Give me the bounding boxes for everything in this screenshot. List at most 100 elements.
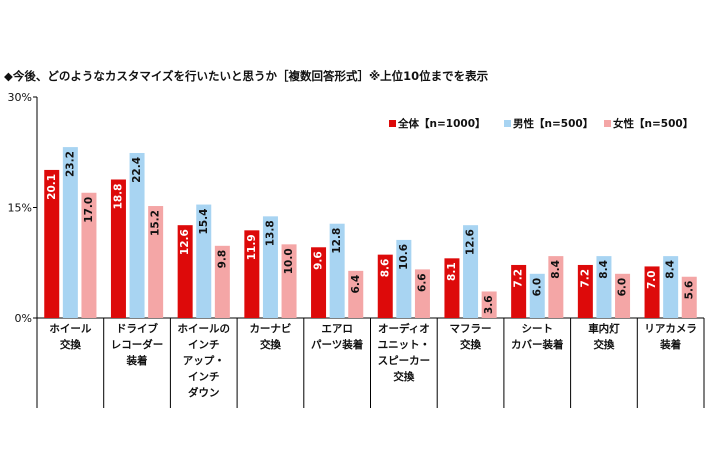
legend-label: 男性【n=500】 bbox=[513, 117, 593, 130]
category-label: 車内灯 bbox=[588, 322, 620, 335]
bar-value-label: 7.2 bbox=[513, 269, 525, 288]
bar bbox=[148, 206, 164, 318]
category-label: カバー装着 bbox=[511, 338, 564, 351]
bar-value-label: 3.6 bbox=[483, 295, 495, 314]
legend-swatch bbox=[389, 120, 396, 127]
y-tick-label: 15% bbox=[8, 202, 32, 215]
legend: 全体【n=1000】 男性【n=500】 女性【n=500】 bbox=[389, 117, 693, 130]
bar-value-label: 20.1 bbox=[46, 174, 58, 200]
y-tick-label: 30% bbox=[8, 91, 32, 104]
bar bbox=[262, 216, 278, 318]
y-tick-label: 0% bbox=[15, 312, 32, 325]
bar bbox=[196, 204, 212, 318]
chart-title: ◆今後、どのようなカスタマイズを行いたいと思うか［複数回答形式］※上位10位まで… bbox=[4, 69, 489, 83]
bar bbox=[81, 192, 97, 318]
category-label: ドライブ bbox=[116, 322, 158, 335]
bar-value-label: 6.0 bbox=[617, 278, 629, 297]
bar bbox=[511, 264, 527, 318]
bar bbox=[481, 291, 497, 318]
bar bbox=[129, 152, 145, 318]
bar bbox=[110, 179, 126, 318]
category-label: シート bbox=[522, 323, 554, 335]
bar-value-label: 12.6 bbox=[179, 229, 191, 255]
bar bbox=[681, 276, 697, 318]
category-label: レコーダー bbox=[111, 338, 164, 351]
bar-value-label: 8.4 bbox=[550, 260, 562, 279]
bar-value-label: 18.8 bbox=[112, 184, 124, 210]
bar bbox=[414, 269, 430, 318]
bar-value-label: 6.0 bbox=[531, 278, 543, 297]
category-label: アップ・ bbox=[183, 354, 225, 367]
category-label: ホイール bbox=[49, 323, 91, 335]
category-label: スピーカー bbox=[378, 355, 431, 367]
bar bbox=[329, 223, 345, 318]
bar bbox=[577, 264, 593, 318]
bar-value-label: 8.1 bbox=[446, 262, 458, 281]
category-label: インチ bbox=[188, 371, 220, 383]
bar-value-label: 7.0 bbox=[646, 270, 658, 289]
bar bbox=[663, 256, 679, 318]
category-label: ユニット・ bbox=[378, 339, 431, 351]
bar bbox=[177, 225, 193, 318]
bar-value-label: 15.2 bbox=[150, 210, 162, 236]
bar-value-label: 8.6 bbox=[379, 259, 391, 278]
category-label: ホイールの bbox=[178, 323, 231, 335]
bar-value-label: 23.2 bbox=[64, 151, 76, 177]
bar-value-label: 22.4 bbox=[131, 157, 143, 183]
bar-value-label: 8.4 bbox=[665, 260, 677, 279]
bar bbox=[396, 239, 412, 318]
bar-value-label: 11.9 bbox=[246, 234, 258, 260]
bar-value-label: 6.6 bbox=[416, 273, 428, 292]
bar bbox=[62, 147, 78, 318]
legend-label: 全体【n=1000】 bbox=[397, 117, 486, 130]
category-label: 交換 bbox=[393, 370, 414, 383]
bar bbox=[644, 266, 660, 318]
bar bbox=[311, 247, 327, 318]
bar bbox=[377, 254, 393, 318]
bar bbox=[615, 273, 631, 318]
bar bbox=[444, 258, 460, 318]
bar bbox=[44, 169, 60, 318]
bar-value-label: 12.8 bbox=[331, 228, 343, 254]
value-labels: 20.1 18.8 12.6 11.9 9.6 8.6 8.1 7.2 7.2 7.0 23.2 22… bbox=[46, 151, 696, 314]
category-label: 交換 bbox=[460, 338, 481, 351]
category-label: 装着 bbox=[659, 338, 681, 351]
category-label: マフラー bbox=[450, 323, 492, 335]
bar-value-label: 5.6 bbox=[683, 281, 695, 300]
bar bbox=[214, 245, 230, 318]
bar-value-label: 13.8 bbox=[264, 220, 276, 246]
category-labels: ホイール交換ドライブレコーダー装着ホイールのインチアップ・インチダウンカーナビ交… bbox=[49, 322, 697, 399]
category-label: 交換 bbox=[593, 338, 614, 351]
bar-value-label: 10.0 bbox=[283, 248, 295, 274]
bar-value-label: 10.6 bbox=[398, 244, 410, 270]
category-label: 交換 bbox=[60, 338, 81, 351]
bar bbox=[281, 244, 297, 318]
legend-label: 女性【n=500】 bbox=[613, 117, 693, 130]
category-label: 交換 bbox=[260, 338, 281, 351]
category-label: インチ bbox=[188, 339, 220, 351]
category-label: 装着 bbox=[126, 354, 148, 367]
bar bbox=[548, 256, 564, 318]
bar bbox=[463, 225, 479, 318]
legend-swatch bbox=[504, 120, 511, 127]
category-label: ダウン bbox=[188, 386, 220, 399]
category-label: カーナビ bbox=[249, 322, 291, 335]
bar-value-label: 9.8 bbox=[216, 250, 228, 269]
bar-value-label: 8.4 bbox=[598, 260, 610, 279]
category-label: リアカメラ bbox=[644, 323, 697, 335]
bar-value-label: 12.6 bbox=[465, 229, 477, 255]
category-label: エアロ bbox=[321, 323, 353, 335]
bar bbox=[244, 230, 260, 318]
bar bbox=[529, 273, 545, 318]
bar-value-label: 9.6 bbox=[313, 251, 325, 270]
bar-value-label: 17.0 bbox=[83, 197, 95, 223]
legend-swatch bbox=[604, 120, 611, 127]
bars bbox=[44, 147, 697, 318]
bar bbox=[596, 256, 612, 318]
category-label: パーツ装着 bbox=[311, 338, 364, 351]
bar-value-label: 6.4 bbox=[350, 275, 362, 294]
bar-value-label: 15.4 bbox=[198, 209, 210, 235]
bar-value-label: 7.2 bbox=[579, 269, 591, 288]
bar bbox=[348, 270, 364, 318]
